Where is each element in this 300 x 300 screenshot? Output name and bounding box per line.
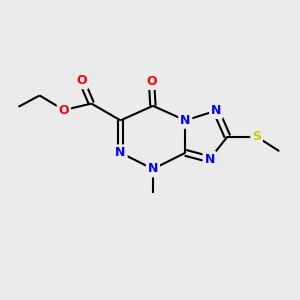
Text: N: N: [116, 146, 126, 159]
Text: O: O: [76, 74, 87, 87]
Text: S: S: [252, 130, 261, 143]
Text: N: N: [148, 163, 158, 176]
Text: N: N: [211, 104, 221, 117]
Text: N: N: [204, 153, 215, 166]
Text: N: N: [180, 114, 190, 127]
Text: O: O: [146, 75, 157, 88]
Text: O: O: [58, 103, 69, 116]
